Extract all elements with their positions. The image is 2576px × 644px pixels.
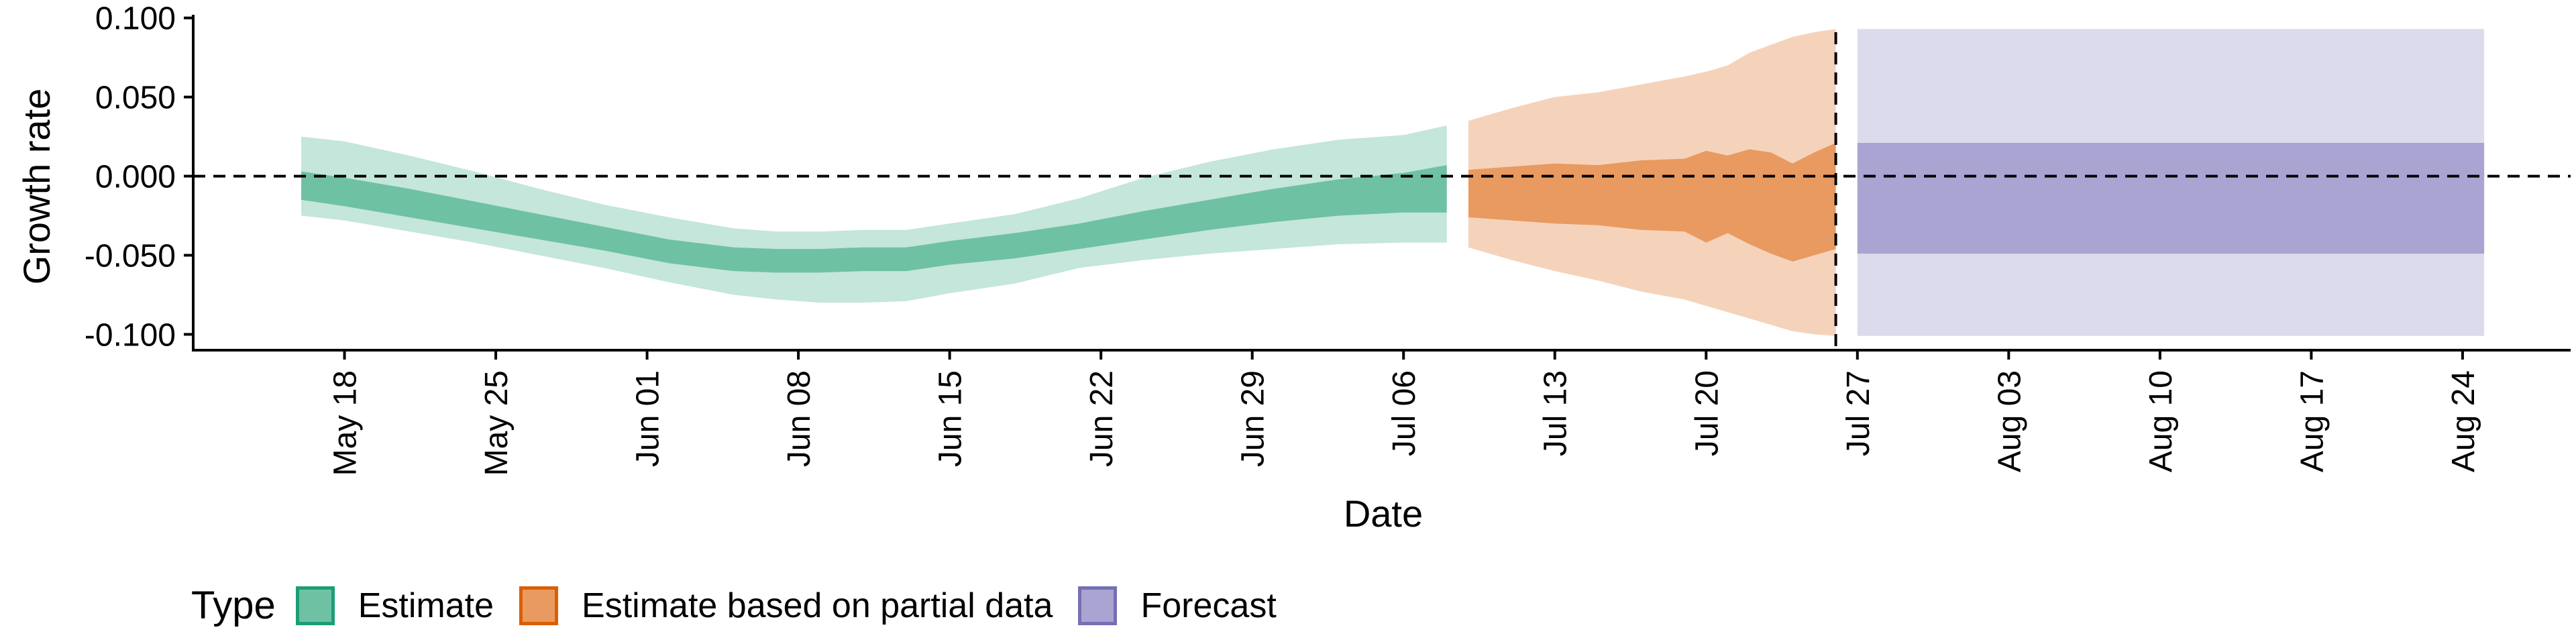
- legend-key-forecast: [1078, 586, 1118, 625]
- legend-title: Type: [191, 584, 276, 627]
- ribbon-inner-estimate: [301, 165, 1447, 273]
- growth-rate-chart: 0.100 0.050 0.000 -0.050 -0.100 May 18 May 25 J…: [15, 1, 2571, 535]
- x-tick-label: Aug 17: [2294, 370, 2330, 472]
- legend: Type Estimate Estimate based on partial …: [191, 574, 1302, 637]
- x-tick-label: Aug 24: [2446, 370, 2481, 472]
- legend-item-estimate: Estimate: [295, 586, 494, 626]
- x-tick-label: Jun 15: [933, 370, 969, 467]
- legend-label-forecast: Forecast: [1140, 586, 1277, 625]
- legend-item-partial: Estimate based on partial data: [519, 586, 1053, 626]
- reference-lines: [193, 32, 2571, 350]
- x-tick-label: Jul 20: [1689, 370, 1725, 456]
- y-tick-label: 0.000: [95, 160, 176, 195]
- ribbon-outer-estimate: [301, 125, 1447, 303]
- x-tick-label: May 18: [328, 370, 364, 476]
- x-tick-label: Jun 22: [1084, 370, 1120, 467]
- legend-label-partial: Estimate based on partial data: [582, 586, 1053, 625]
- y-tick-label: 0.100: [95, 1, 176, 37]
- legend-label-estimate: Estimate: [358, 586, 494, 625]
- x-tick-label: Jul 13: [1538, 370, 1574, 456]
- legend-key-estimate: [295, 586, 335, 625]
- x-tick-label: Aug 03: [1992, 370, 2027, 472]
- ribbon-inner-forecast: [1857, 143, 2485, 254]
- x-tick-label: May 25: [479, 370, 515, 476]
- ribbon-layer: [301, 29, 2485, 336]
- ribbon-inner-partial: [1468, 143, 1836, 262]
- legend-key-partial: [519, 586, 559, 625]
- x-axis-title: Date: [1344, 492, 1423, 535]
- y-tick-label: -0.100: [85, 317, 176, 353]
- axes: 0.100 0.050 0.000 -0.050 -0.100 May 18 May 25 J…: [85, 1, 2571, 476]
- x-tick-label: Aug 10: [2143, 370, 2179, 472]
- y-tick-label: -0.050: [85, 238, 176, 274]
- x-tick-label: Jun 29: [1236, 370, 1271, 467]
- x-tick-label: Jun 01: [631, 370, 666, 467]
- legend-item-forecast: Forecast: [1078, 586, 1277, 626]
- y-tick-label: 0.050: [95, 80, 176, 116]
- y-axis-title: Growth rate: [15, 89, 58, 285]
- x-tick-label: Jul 27: [1841, 370, 1876, 456]
- x-tick-label: Jul 06: [1387, 370, 1422, 456]
- x-tick-label: Jun 08: [782, 370, 817, 467]
